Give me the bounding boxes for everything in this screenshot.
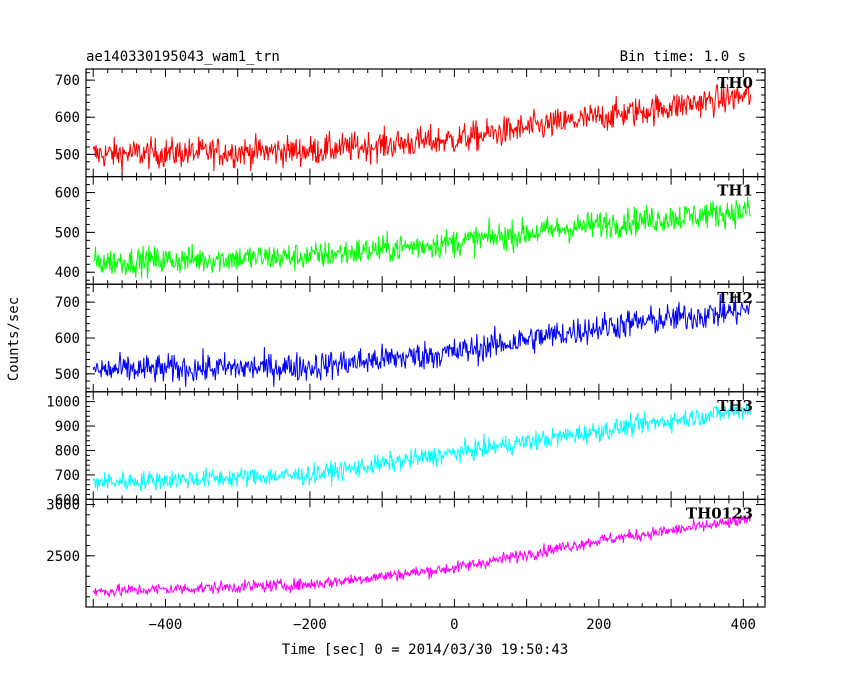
x-tick-label: 0	[450, 617, 458, 633]
series-line-th1	[92, 196, 752, 279]
y-tick-label: 600	[55, 110, 80, 126]
panel-label-th0: TH0	[717, 74, 753, 92]
y-tick-label: 800	[55, 443, 80, 459]
panel-frame-th0123	[85, 498, 766, 608]
y-tick-label: 3000	[46, 498, 80, 514]
panel-label-th1: TH1	[717, 182, 753, 200]
y-tick-label: 500	[55, 367, 80, 383]
y-tick-label: 900	[55, 419, 80, 435]
y-tick-label: 1000	[46, 395, 80, 411]
series-line-th0	[92, 81, 752, 174]
x-tick-label: −400	[149, 617, 183, 633]
y-tick-label: 400	[55, 265, 80, 281]
y-tick-label: 500	[55, 147, 80, 163]
series-line-th0123	[92, 514, 752, 598]
series-line-th3	[92, 403, 752, 492]
series-line-th2	[92, 293, 752, 387]
panel-label-th2: TH2	[717, 289, 753, 307]
panel-label-th3: TH3	[717, 397, 753, 415]
panel-frame-th2	[85, 283, 766, 393]
y-tick-label: 700	[55, 73, 80, 89]
y-tick-label: 600	[55, 492, 80, 508]
y-tick-label: 600	[55, 186, 80, 202]
y-axis-label: Counts/sec	[6, 297, 22, 381]
x-tick-label: 200	[586, 617, 611, 633]
y-tick-label: 2500	[46, 549, 80, 565]
panel-label-th0123: TH0123	[686, 504, 753, 522]
plot-title: ae140330195043_wam1_trn	[86, 49, 280, 65]
bin-time-label: Bin time: 1.0 s	[620, 49, 746, 65]
y-tick-label: 700	[55, 295, 80, 311]
y-tick-label: 700	[55, 468, 80, 484]
y-tick-label: 500	[55, 225, 80, 241]
x-axis-label: Time [sec] 0 = 2014/03/30 19:50:43	[282, 642, 569, 658]
x-tick-label: −200	[293, 617, 327, 633]
x-tick-label: 400	[731, 617, 756, 633]
y-tick-label: 600	[55, 331, 80, 347]
panels: 500 600 700 TH0 400 500 600 TH1 500 600 700 TH2 600 7…	[46, 68, 766, 633]
